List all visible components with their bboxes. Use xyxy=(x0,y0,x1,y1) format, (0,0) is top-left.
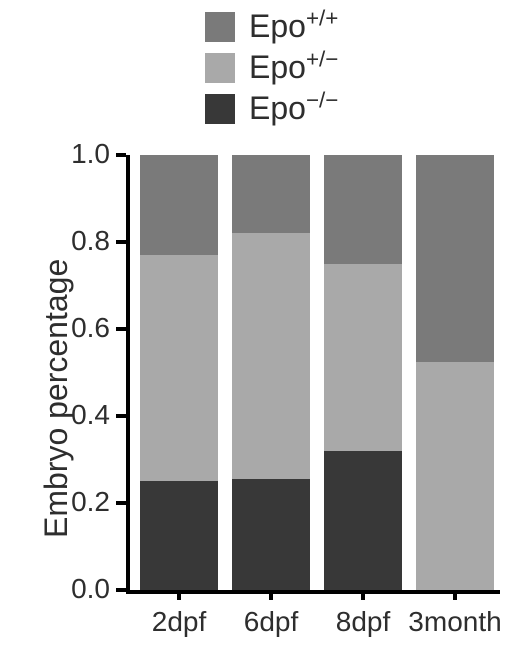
y-tick xyxy=(116,327,126,331)
y-tick-label: 0.4 xyxy=(50,399,110,431)
legend-label-base: Epo xyxy=(249,49,306,85)
x-tick xyxy=(361,590,365,600)
y-tick xyxy=(116,414,126,418)
bar-2dpf xyxy=(140,155,218,590)
y-tick-label: 0.2 xyxy=(50,486,110,518)
y-tick-label: 0.6 xyxy=(50,312,110,344)
legend: Epo+/+Epo+/−Epo−/− xyxy=(205,8,338,131)
legend-swatch xyxy=(205,94,235,124)
bar-seg-epo_pm xyxy=(416,362,494,590)
x-tick xyxy=(269,590,273,600)
bar-seg-epo_pm xyxy=(324,264,402,451)
bar-seg-epo_pp xyxy=(232,155,310,233)
legend-swatch xyxy=(205,12,235,42)
bar-8dpf xyxy=(324,155,402,590)
y-tick xyxy=(116,501,126,505)
y-tick-label: 1.0 xyxy=(50,138,110,170)
bar-seg-epo_pm xyxy=(232,233,310,479)
y-axis-line xyxy=(126,155,130,594)
bar-seg-epo_pm xyxy=(140,255,218,481)
legend-label: Epo+/− xyxy=(249,49,338,86)
y-tick xyxy=(116,240,126,244)
legend-label: Epo−/− xyxy=(249,90,338,127)
legend-item-epo_mm: Epo−/− xyxy=(205,90,338,127)
y-tick-label: 0.8 xyxy=(50,225,110,257)
plot-area: 0.00.20.40.60.81.02dpf6dpf8dpf3month xyxy=(130,155,500,590)
legend-label-sup: +/− xyxy=(306,46,338,71)
y-tick-label: 0.0 xyxy=(50,573,110,605)
legend-label-base: Epo xyxy=(249,8,306,44)
legend-item-epo_pp: Epo+/+ xyxy=(205,8,338,45)
y-tick xyxy=(116,153,126,157)
stacked-bar-chart: Epo+/+Epo+/−Epo−/− Embryo percentage 0.0… xyxy=(0,0,529,661)
bar-seg-epo_pp xyxy=(140,155,218,255)
bar-seg-epo_mm xyxy=(140,481,218,590)
x-tick xyxy=(177,590,181,600)
legend-label-sup: +/+ xyxy=(306,5,338,30)
y-tick xyxy=(116,588,126,592)
bar-seg-epo_pp xyxy=(324,155,402,264)
bar-seg-epo_mm xyxy=(232,479,310,590)
bar-3month xyxy=(416,155,494,590)
x-tick xyxy=(453,590,457,600)
bar-seg-epo_mm xyxy=(324,451,402,590)
legend-label-sup: −/− xyxy=(306,87,338,112)
legend-label-base: Epo xyxy=(249,90,306,126)
x-tick-label: 3month xyxy=(395,606,515,638)
legend-item-epo_pm: Epo+/− xyxy=(205,49,338,86)
bar-seg-epo_pp xyxy=(416,155,494,362)
legend-swatch xyxy=(205,53,235,83)
bar-6dpf xyxy=(232,155,310,590)
x-axis-line xyxy=(126,590,500,594)
legend-label: Epo+/+ xyxy=(249,8,338,45)
